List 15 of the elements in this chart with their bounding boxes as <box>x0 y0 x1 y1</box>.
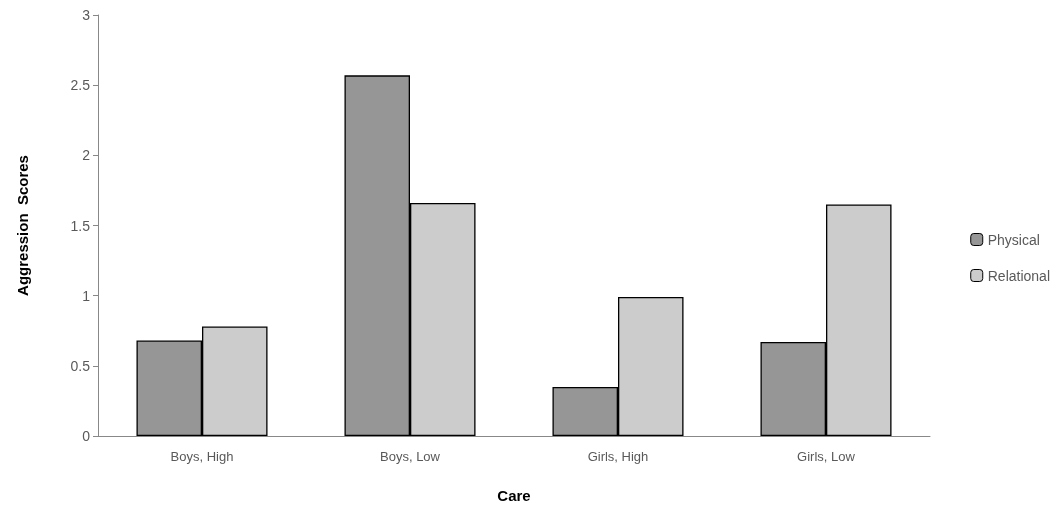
y-tick-label: 0.5 <box>70 357 91 374</box>
legend-label: Physical <box>987 231 1040 248</box>
x-tick-label: Boys, Low <box>380 449 441 464</box>
y-tick-label: 2.5 <box>70 77 91 94</box>
x-tick-label: Girls, Low <box>797 449 856 464</box>
y-tick-label: 1.5 <box>70 217 91 234</box>
y-tick-label: 2 <box>82 147 91 164</box>
x-axis-title: Care <box>497 487 531 504</box>
x-tick-label: Boys, High <box>170 449 234 464</box>
y-tick-label: 3 <box>82 7 91 23</box>
x-tick-label: Girls, High <box>587 449 649 464</box>
y-tick-label: 1 <box>82 287 91 304</box>
y-axis-title: Aggression Scores <box>14 155 31 296</box>
y-tick-label: 0 <box>82 428 91 444</box>
legend-label: Relational <box>987 267 1050 284</box>
